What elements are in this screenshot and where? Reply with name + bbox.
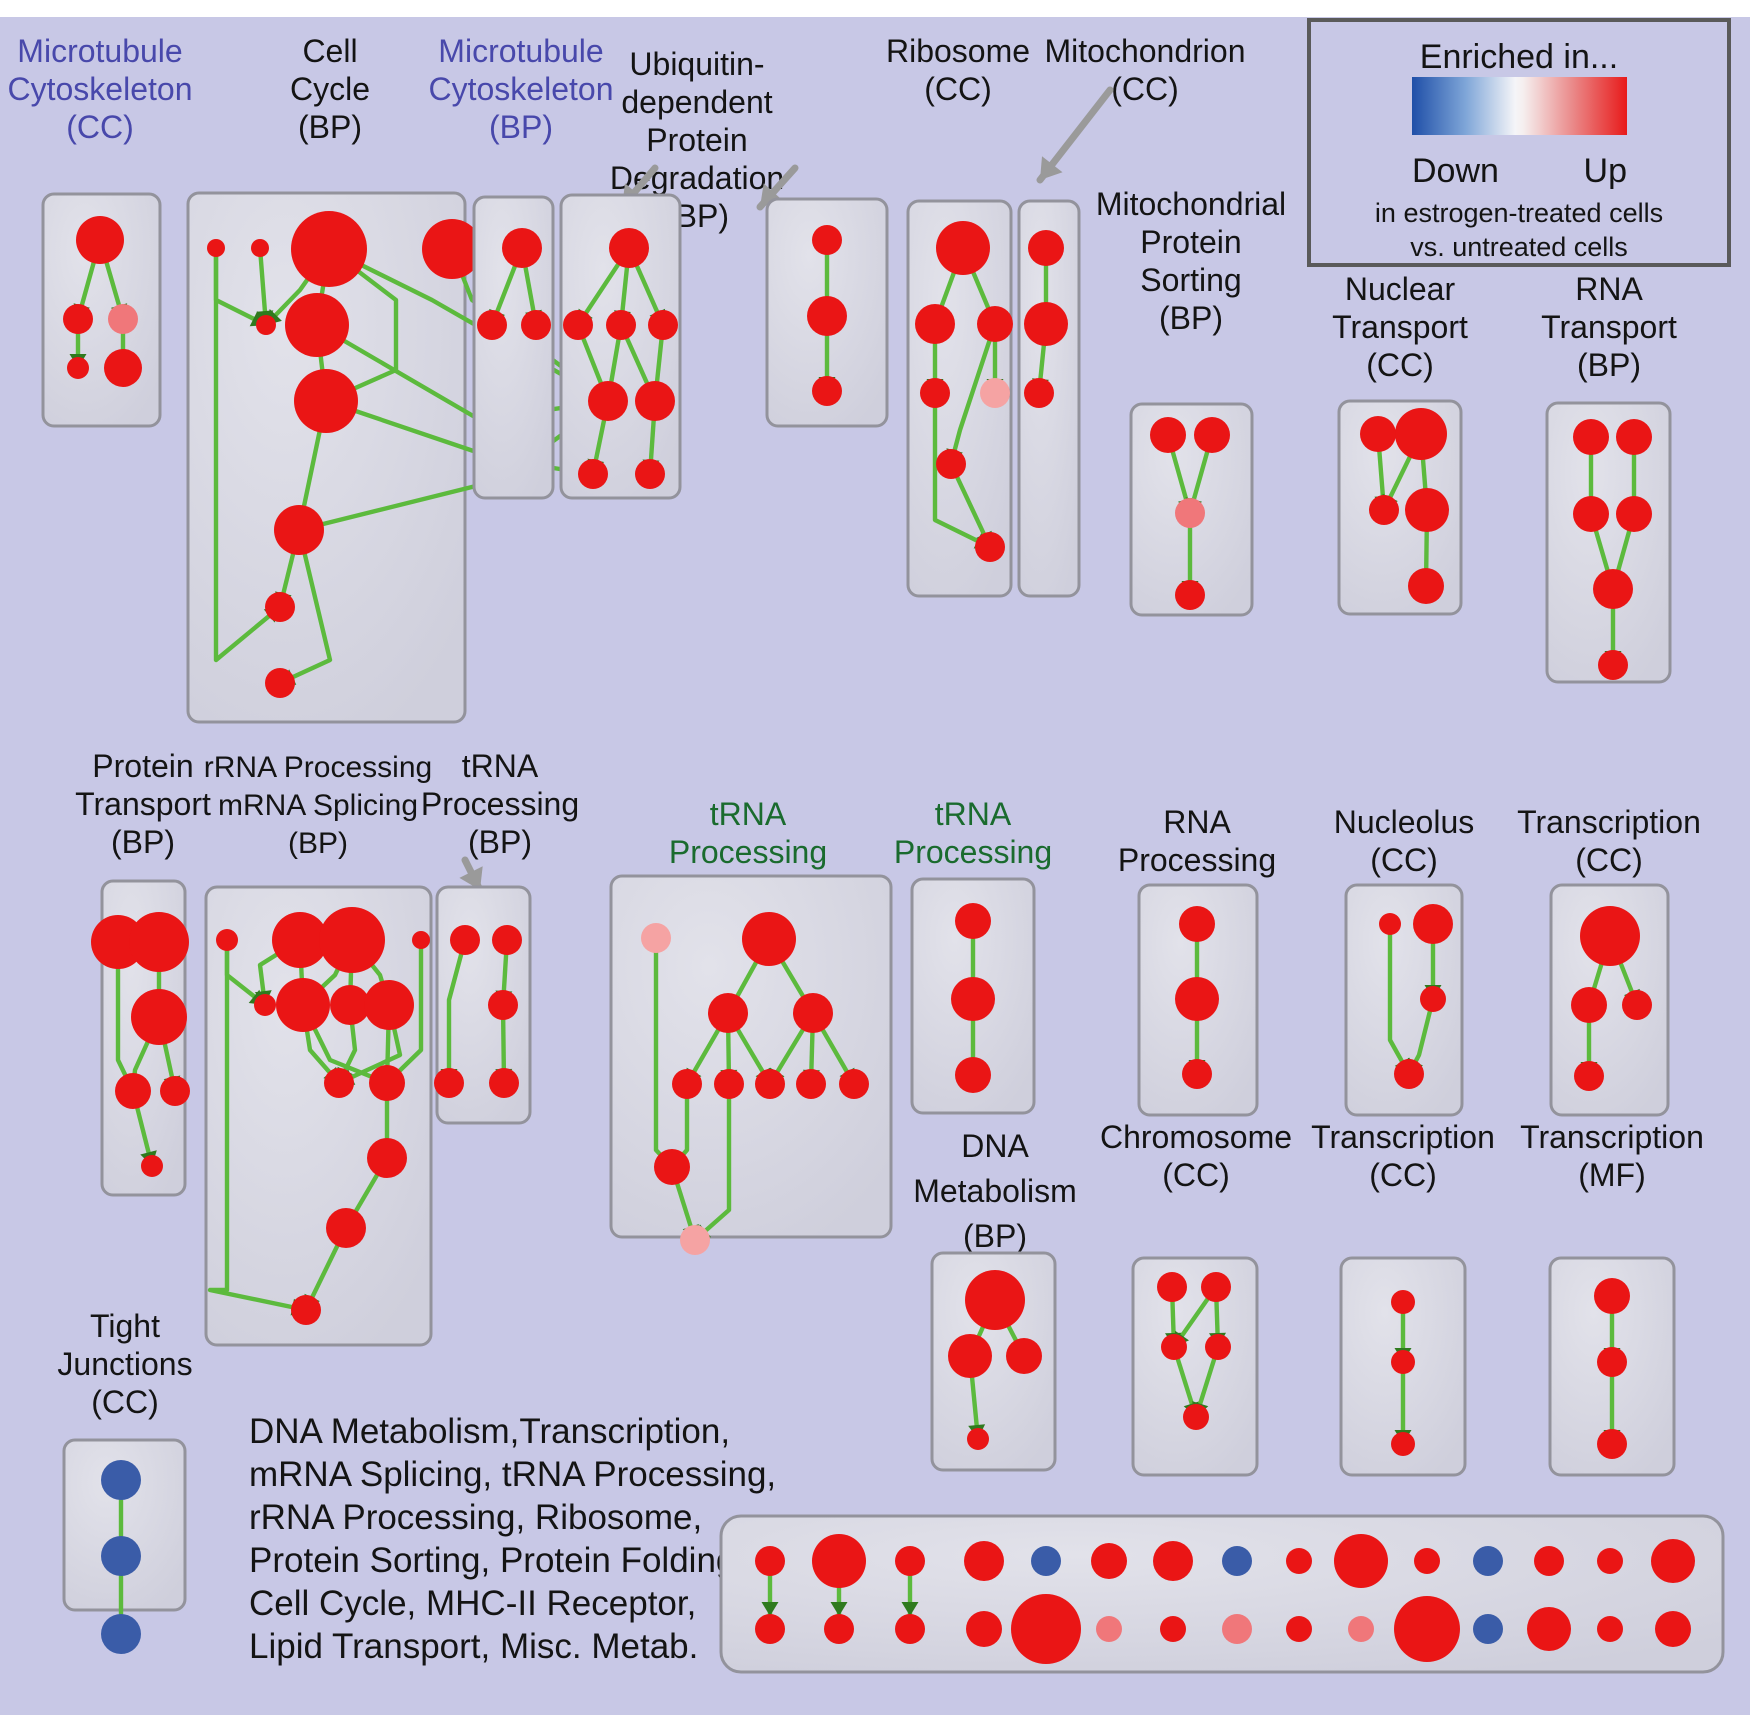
- svg-text:rRNA Processing, Ribosome,: rRNA Processing, Ribosome,: [249, 1498, 702, 1537]
- svg-text:Lipid Transport, Misc. Metab.: Lipid Transport, Misc. Metab.: [249, 1627, 698, 1666]
- svg-text:DNA Metabolism,Transcription,: DNA Metabolism,Transcription,: [249, 1412, 730, 1451]
- svg-text:Up: Up: [1584, 152, 1627, 190]
- svg-text:mRNA Splicing, tRNA Processing: mRNA Splicing, tRNA Processing,: [249, 1455, 776, 1494]
- svg-text:Cell Cycle, MHC-II Receptor,: Cell Cycle, MHC-II Receptor,: [249, 1584, 696, 1623]
- svg-text:Down: Down: [1412, 152, 1499, 190]
- svg-text:Protein Sorting, Protein Foldi: Protein Sorting, Protein Folding,: [249, 1541, 745, 1580]
- svg-text:Enriched in...: Enriched in...: [1420, 38, 1618, 76]
